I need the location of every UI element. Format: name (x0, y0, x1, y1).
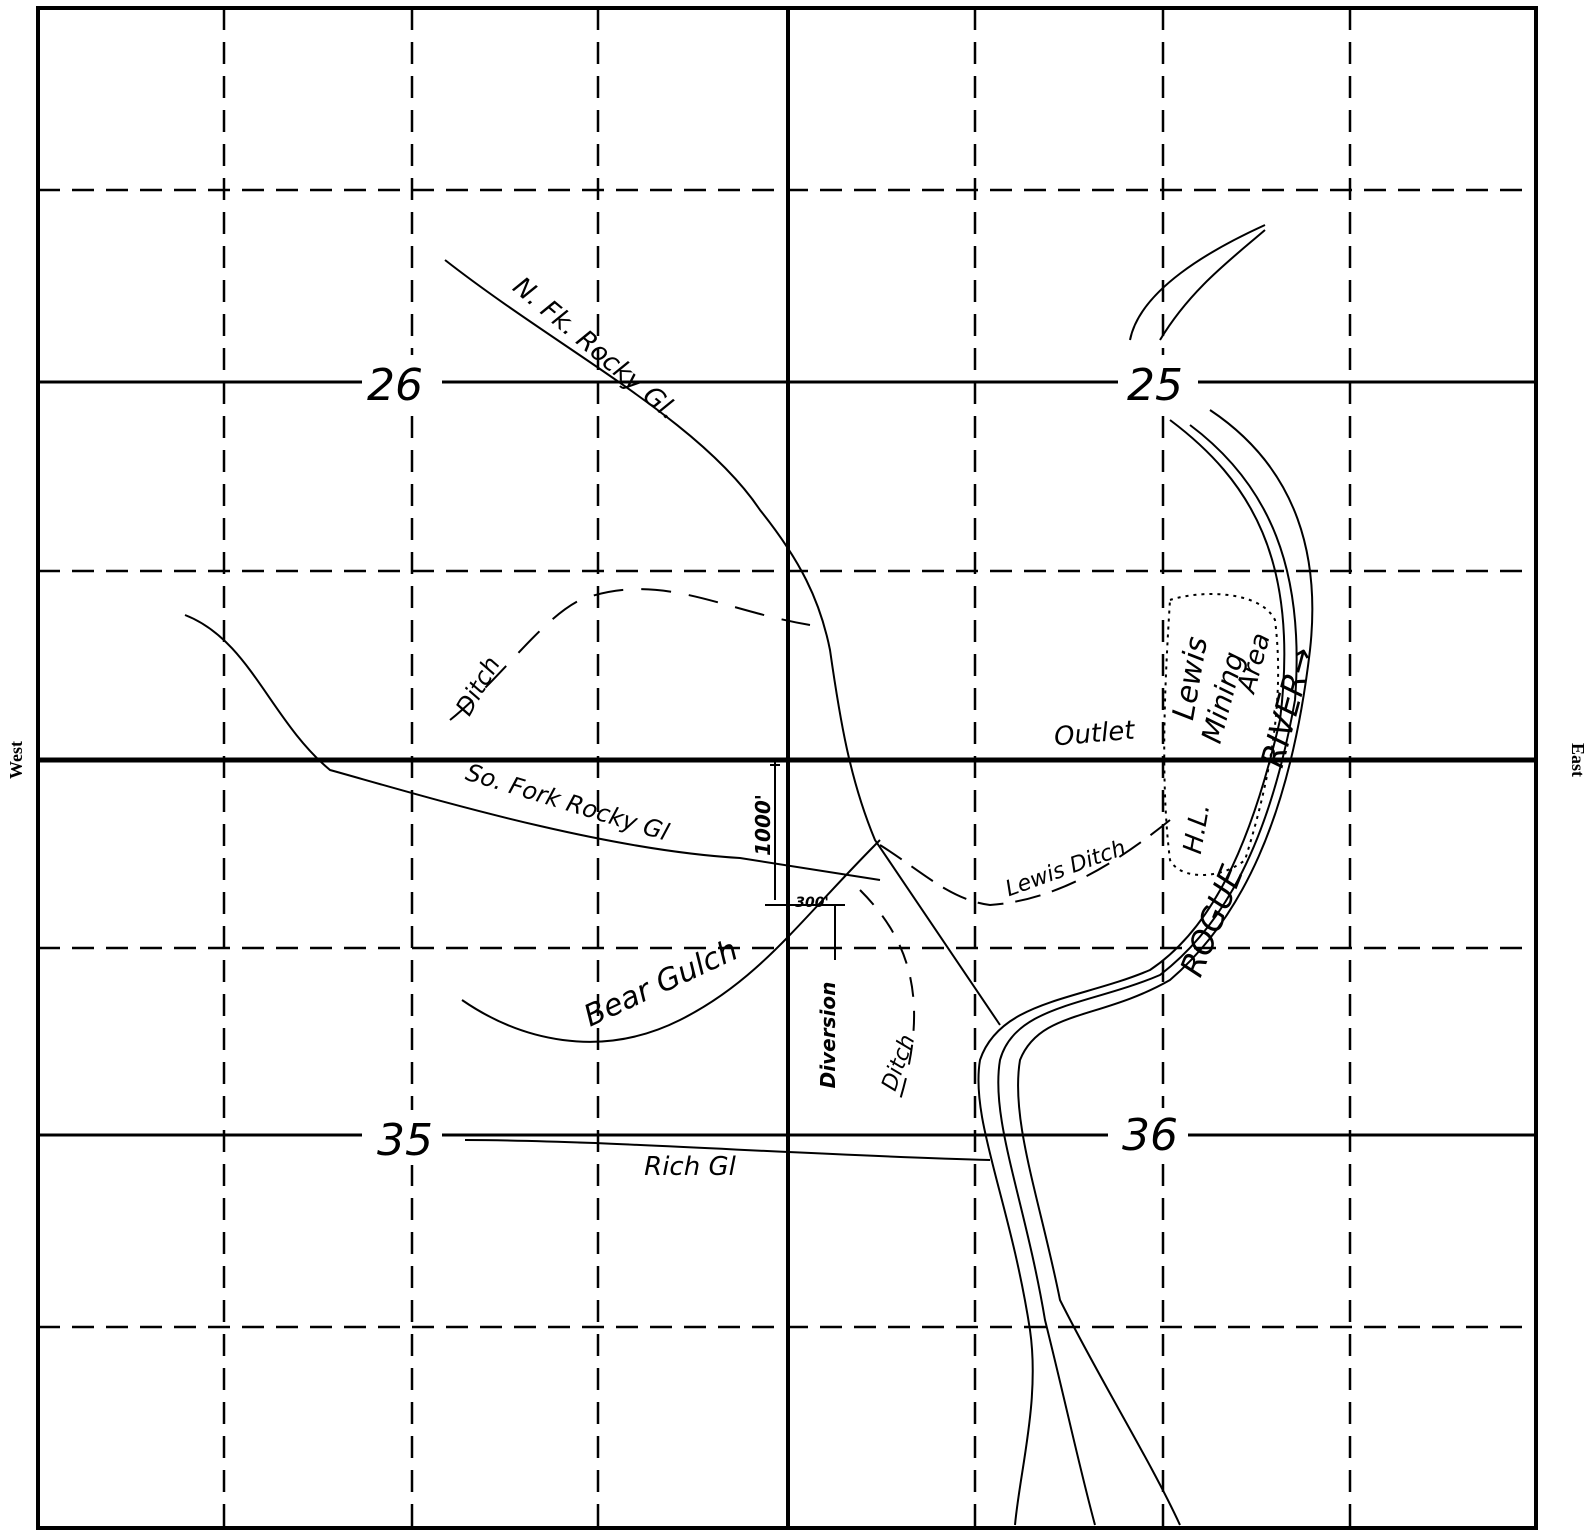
distance-label: 1000' (751, 794, 775, 856)
area-label: H.L. (1178, 801, 1216, 856)
bear-gulch-creek (461, 839, 881, 1043)
ditch-label: Lewis Ditch (1002, 836, 1129, 903)
section-number: 26 (367, 360, 423, 411)
upper-ditch (449, 588, 811, 721)
rich-gulch-creek (464, 1139, 991, 1161)
creek-label: Rich Gl (644, 1152, 736, 1182)
east-label: East (1568, 743, 1588, 777)
diversion-label: Diversion (816, 982, 840, 1089)
grid (36, 6, 1538, 1530)
creek-label: So. Fork Rocky Gl (463, 758, 673, 846)
section-number: 25 (1127, 360, 1183, 411)
outlet-label: Outlet (1053, 716, 1137, 753)
section-numbers: 26 25 35 36 (362, 355, 1198, 1166)
section-number: 35 (377, 1115, 433, 1166)
west-label: West (6, 741, 26, 779)
section-number: 36 (1122, 1110, 1178, 1161)
ditch-label: Ditch (877, 1031, 920, 1094)
river (977, 224, 1314, 1526)
area-label: Area (1231, 630, 1276, 698)
river-label: ROGUE (1172, 859, 1251, 981)
lewis-ditch (879, 819, 1171, 907)
lower-ditch (859, 889, 916, 1101)
north-fork-creek (444, 259, 1001, 1026)
south-fork-creek (184, 614, 881, 881)
ditch-label: Ditch (450, 652, 506, 721)
creek-label: N. Fk. Rocky Gl. (507, 271, 683, 426)
distance-markers (765, 760, 845, 960)
distance-label: 300' (795, 895, 829, 911)
